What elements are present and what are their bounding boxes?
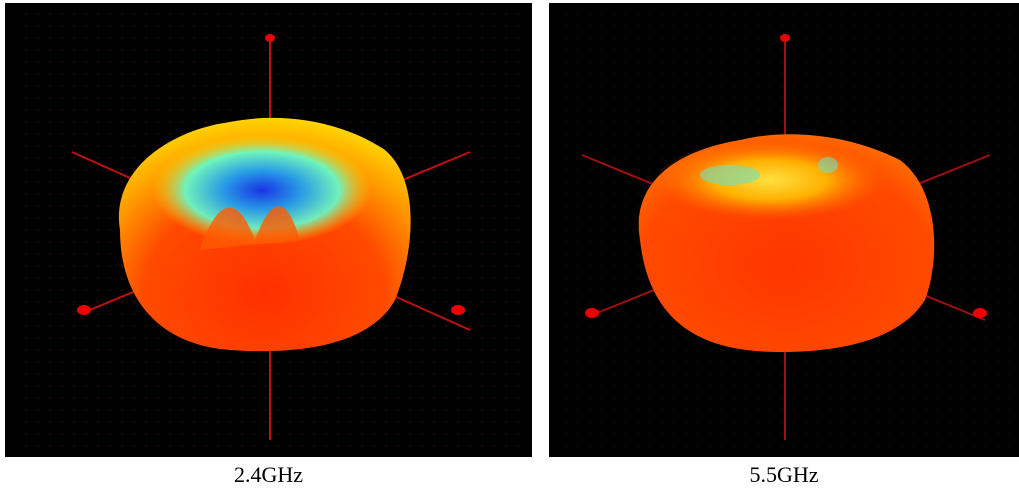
- pattern-5-5ghz: [549, 3, 1019, 457]
- pattern-2-4ghz: [5, 3, 532, 457]
- caption: 5.5GHz: [749, 462, 819, 487]
- plots: [5, 3, 1019, 457]
- caption: 2.4GHz: [233, 462, 304, 487]
